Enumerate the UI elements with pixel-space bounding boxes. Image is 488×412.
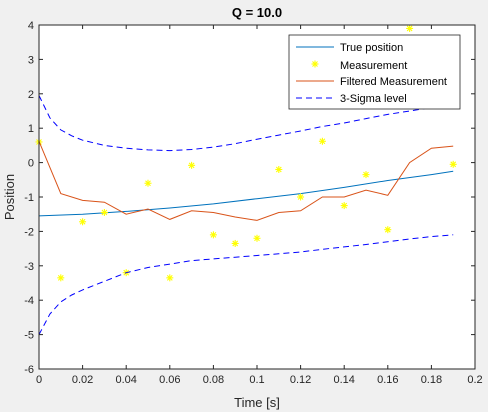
measurement-point <box>100 208 108 216</box>
ticks-layer: 0 0.02 0.04 0.06 0.08 0.1 0.12 0.14 0.16 0.18 0.2 -… <box>24 20 482 386</box>
y-tick-label: 3 <box>28 54 34 66</box>
measurement-point <box>297 193 305 201</box>
y-tick-label: 2 <box>28 89 34 101</box>
legend-label-true-position: True position <box>340 42 403 54</box>
measurement-point <box>406 24 414 32</box>
legend-label-filtered-measurement: Filtered Measurement <box>340 76 447 88</box>
measurement-point <box>144 179 152 187</box>
x-axis-label: Time [s] <box>234 395 280 410</box>
x-tick-label: 0.2 <box>467 374 482 386</box>
y-tick-label: -4 <box>24 295 34 307</box>
x-tick-label: 0.16 <box>377 374 398 386</box>
x-tick-label: 0.18 <box>421 374 442 386</box>
measurement-point <box>231 239 239 247</box>
legend-swatch-measurement <box>311 60 319 68</box>
measurement-point <box>362 171 370 179</box>
chart-title: Q = 10.0 <box>232 5 282 20</box>
true-position-line <box>38 170 454 217</box>
legend-star-marker <box>311 60 319 68</box>
x-tick-label: 0.06 <box>159 374 180 386</box>
y-tick-label: 0 <box>28 158 34 170</box>
legend-label-measurement: Measurement <box>340 60 407 72</box>
legend-label-3-sigma: 3-Sigma level <box>340 93 407 105</box>
measurement-point <box>253 234 261 242</box>
x-tick-label: 0.08 <box>203 374 224 386</box>
measurement-point <box>384 226 392 234</box>
y-axis-label: Position <box>2 174 17 220</box>
measurement-point <box>340 202 348 210</box>
3-sigma-level-line <box>38 95 454 152</box>
filtered-measurement-line <box>38 141 454 221</box>
measurement-point <box>449 160 457 168</box>
x-tick-label: 0.12 <box>290 374 311 386</box>
y-tick-label: -6 <box>24 364 34 376</box>
y-tick-label: 4 <box>28 20 34 32</box>
series-layer <box>35 24 457 335</box>
x-tick-label: 0.02 <box>72 374 93 386</box>
x-tick-label: 0.04 <box>115 374 136 386</box>
y-tick-label: 1 <box>28 123 34 135</box>
measurement-point <box>275 165 283 173</box>
y-tick-label: -3 <box>24 261 34 273</box>
y-tick-label: -1 <box>24 192 34 204</box>
measurement-point <box>188 161 196 169</box>
x-tick-label: 0 <box>36 374 42 386</box>
measurement-point <box>166 274 174 282</box>
y-tick-label: -5 <box>24 330 34 342</box>
measurement-point <box>318 137 326 145</box>
3-sigma-lower-line <box>38 234 454 335</box>
measurement-point <box>209 231 217 239</box>
measurement-point <box>79 218 87 226</box>
y-tick-label: -2 <box>24 226 34 238</box>
x-tick-label: 0.14 <box>333 374 354 386</box>
x-tick-label: 0.1 <box>249 374 264 386</box>
measurement-point <box>57 274 65 282</box>
legend: True position Measurement Filtered Measu… <box>288 34 461 110</box>
